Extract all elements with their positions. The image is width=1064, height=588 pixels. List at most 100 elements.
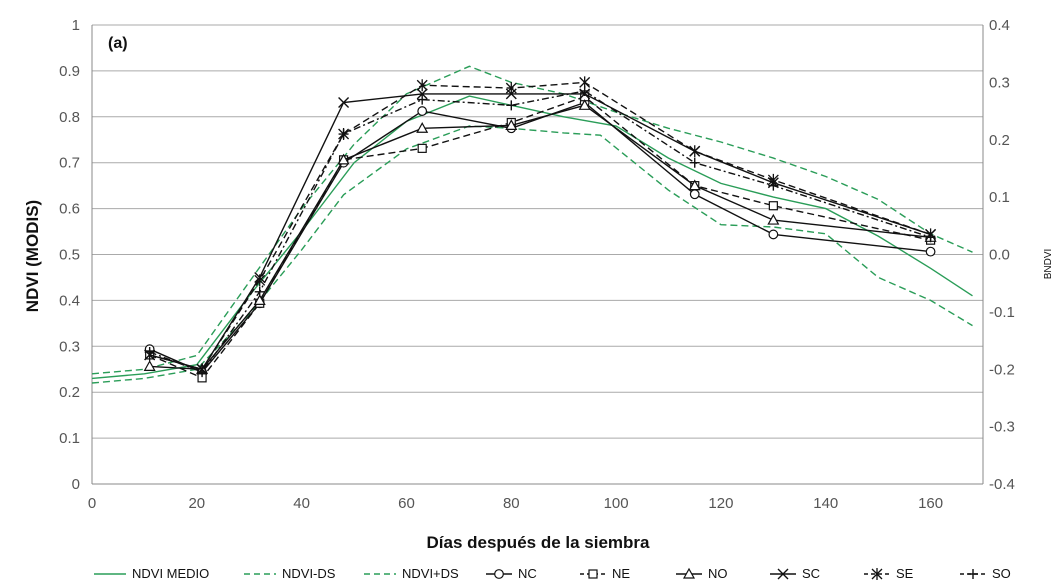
series-sc-point	[416, 88, 428, 100]
legend-label: NDVI+DS	[402, 566, 459, 581]
legend-label: NE	[612, 566, 630, 581]
legend-label: NC	[518, 566, 537, 581]
legend-label: NDVI MEDIO	[132, 566, 209, 581]
x-tick-label: 0	[88, 495, 96, 512]
series-se-point	[505, 82, 517, 95]
y-tick-label: 0.3	[59, 338, 80, 355]
y-tick-label: 0.8	[59, 109, 80, 126]
y2-tick-label: 0.4	[989, 17, 1010, 34]
series-sc-line	[149, 93, 931, 371]
series-so-point	[579, 85, 590, 96]
y-tick-label: 0.6	[59, 201, 80, 218]
series-nc-line	[149, 101, 931, 373]
legend: NDVI MEDIO NDVI-DS NDVI+DS NC NE NO SC SE SO	[94, 566, 1011, 581]
series-so-point	[144, 347, 155, 358]
legend-item-se: SE	[864, 566, 914, 581]
series-no-line	[149, 104, 931, 371]
legend-label: NO	[708, 566, 728, 581]
series-no-point	[253, 294, 266, 305]
series-no-point	[767, 213, 780, 225]
series-so-line	[149, 90, 931, 373]
x-tick-label: 100	[604, 495, 629, 512]
x-tick-label: 40	[293, 495, 310, 512]
series-nc-point	[925, 246, 936, 257]
legend-marker	[682, 567, 696, 579]
x-tick-label: 140	[813, 495, 838, 512]
series-so-point	[197, 367, 208, 378]
y2-tick-label: -0.3	[989, 419, 1015, 436]
legend-item-ndvi-ds: NDVI+DS	[364, 566, 459, 581]
series-so-point	[689, 157, 700, 168]
legend-marker	[588, 569, 598, 579]
series-se-line	[149, 81, 931, 371]
x-tick-label: 60	[398, 495, 415, 512]
series-ne-point	[768, 201, 778, 211]
legend-label: SO	[992, 566, 1011, 581]
right-tick-labels: -0.4 -0.3 -0.2 -0.1 0.0 0.1 0.2 0.3 0.4	[989, 17, 1015, 493]
x-axis-title: Días después de la siembra	[427, 533, 651, 552]
legend-label: SE	[896, 566, 914, 581]
series-nc-point	[689, 189, 700, 200]
x-tick-label: 20	[188, 495, 205, 512]
series-so-point	[768, 180, 779, 191]
x-tick-label: 80	[503, 495, 520, 512]
y2-axis-title: BNDVI	[1043, 249, 1054, 280]
series-no-point	[505, 119, 518, 131]
y-axis-title: NDVI (MODIS)	[23, 200, 42, 312]
plot-area	[91, 65, 973, 384]
y2-tick-label: 0.0	[989, 247, 1010, 264]
legend-item-so: SO	[960, 566, 1011, 581]
series-so-point	[506, 100, 517, 111]
legend-label: SC	[802, 566, 820, 581]
y-tick-label: 0.7	[59, 155, 80, 172]
y2-tick-label: 0.1	[989, 189, 1010, 206]
series-sc-point	[338, 96, 350, 108]
series-no-point	[337, 153, 350, 165]
legend-item-no: NO	[676, 566, 728, 581]
legend-item-ne: NE	[580, 566, 630, 581]
gridlines	[92, 24, 983, 485]
legend-item-ndvi-medio: NDVI MEDIO	[94, 566, 209, 581]
axes	[91, 25, 984, 485]
series-nc-point	[417, 106, 428, 116]
legend-marker	[968, 569, 978, 579]
series-so-point	[417, 94, 428, 105]
series-no-point	[688, 179, 701, 191]
y-tick-label: 0	[72, 476, 80, 493]
y2-tick-label: 0.2	[989, 132, 1010, 149]
y2-tick-label: 0.3	[989, 74, 1010, 91]
y-tick-label: 0.5	[59, 247, 80, 264]
series-no-point	[578, 99, 591, 110]
x-tick-labels: 0 20 40 60 80 100 120 140 160	[88, 495, 943, 512]
y-tick-label: 0.1	[59, 430, 80, 447]
series-ne-point	[417, 143, 427, 153]
legend-marker	[777, 568, 789, 580]
legend-item-ndvi-ds: NDVI-DS	[244, 566, 336, 581]
series-so-point	[925, 232, 936, 243]
legend-marker	[494, 569, 504, 579]
legend-item-nc: NC	[486, 566, 537, 581]
series-nc-point	[768, 229, 779, 240]
legend-item-sc: SC	[770, 566, 820, 581]
series-se-point	[254, 274, 266, 287]
series-ndvi-ds-line	[91, 65, 973, 375]
y-tick-label: 0.9	[59, 63, 80, 80]
series-se-point	[416, 79, 428, 92]
y2-tick-label: -0.4	[989, 476, 1015, 493]
series-se-point	[689, 145, 701, 158]
y2-tick-label: -0.1	[989, 304, 1015, 321]
series-no-point	[416, 122, 429, 133]
series-so-point	[338, 129, 349, 140]
left-tick-labels: 0 0.1 0.2 0.3 0.4 0.5 0.6 0.7 0.8 0.9 1	[59, 17, 80, 493]
x-tick-label: 120	[708, 495, 733, 512]
y-tick-label: 0.4	[59, 292, 80, 309]
legend-marker	[871, 568, 883, 580]
legend-label: NDVI-DS	[282, 566, 336, 581]
y-tick-label: 0.2	[59, 384, 80, 401]
y2-tick-label: -0.2	[989, 361, 1015, 378]
series-no-point	[143, 360, 156, 371]
y-tick-label: 1	[72, 17, 80, 34]
x-tick-label: 160	[918, 495, 943, 512]
panel-label: (a)	[108, 35, 128, 52]
